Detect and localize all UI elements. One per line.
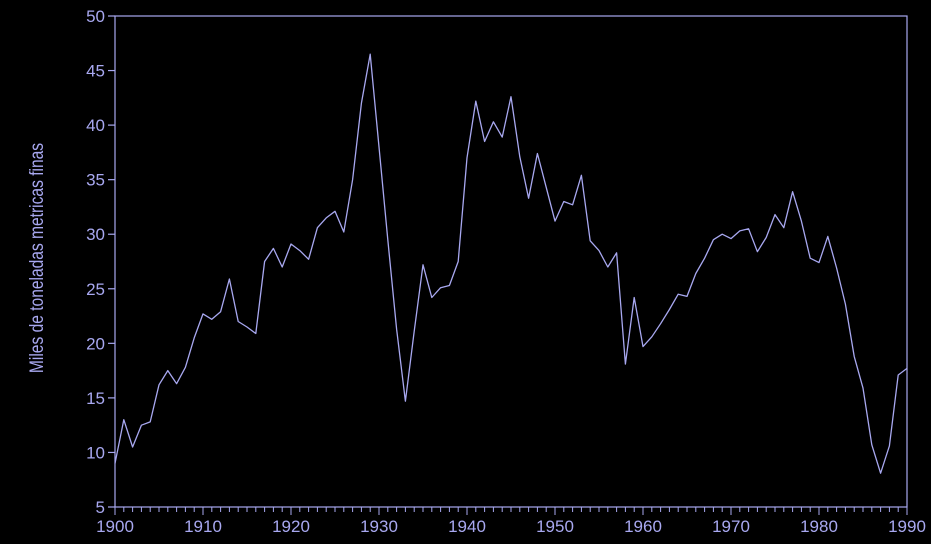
y-tick-label: 35 [86,171,105,190]
plot-area-frame [114,15,908,508]
y-tick-label: 50 [86,7,105,26]
y-tick-label: 40 [86,116,105,135]
y-tick-label: 15 [86,389,105,408]
y-tick-label: 20 [86,334,105,353]
x-tick-label: 1940 [448,517,486,536]
y-tick-label: 45 [86,62,105,81]
y-tick-label: 25 [86,280,105,299]
series-line [114,53,908,474]
y-axis-ticks: 5 10 15 20 25 30 35 40 45 50 [86,7,115,517]
x-axis-ticks: 1900 1910 1920 1930 1940 1950 1960 1970 1980 1990 [96,507,926,536]
x-tick-label: 1930 [360,517,398,536]
y-tick-label: 5 [96,498,105,517]
y-axis-label: Miles de toneladas metricas finas [26,143,48,373]
x-tick-label: 1980 [800,517,838,536]
x-tick-label: 1910 [184,517,222,536]
series-layer [114,53,908,474]
y-tick-label: 10 [86,443,105,462]
y-tick-label: 30 [86,225,105,244]
x-tick-label: 1920 [272,517,310,536]
x-tick-label: 1970 [712,517,750,536]
x-tick-label: 1960 [624,517,662,536]
x-tick-label: 1950 [536,517,574,536]
x-tick-label: 1900 [96,517,134,536]
x-tick-label: 1990 [888,517,926,536]
